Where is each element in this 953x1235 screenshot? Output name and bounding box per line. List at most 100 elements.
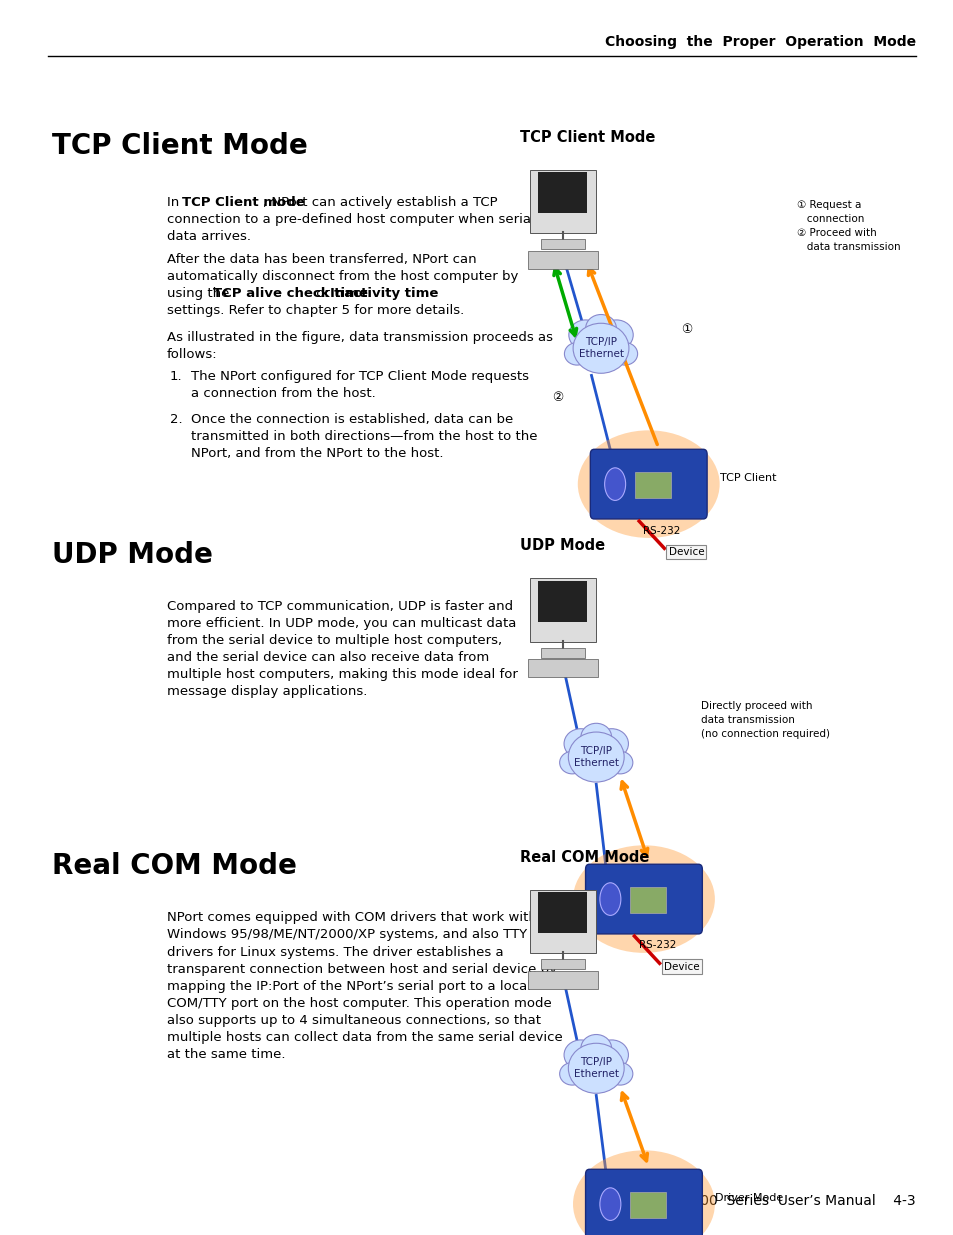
Text: TCP Client: TCP Client <box>720 473 776 483</box>
FancyBboxPatch shape <box>540 648 584 658</box>
FancyBboxPatch shape <box>540 960 584 969</box>
Text: In: In <box>167 196 183 210</box>
FancyBboxPatch shape <box>537 580 587 622</box>
FancyBboxPatch shape <box>537 892 587 934</box>
Ellipse shape <box>568 1044 623 1093</box>
Text: Device: Device <box>668 547 703 557</box>
Text: connection to a pre-defined host computer when serial: connection to a pre-defined host compute… <box>167 214 534 226</box>
FancyBboxPatch shape <box>527 251 598 269</box>
Text: The NPort configured for TCP Client Mode requests: The NPort configured for TCP Client Mode… <box>191 370 528 383</box>
Text: settings. Refer to chapter 5 for more details.: settings. Refer to chapter 5 for more de… <box>167 304 464 316</box>
FancyBboxPatch shape <box>529 889 596 953</box>
Text: RS-232: RS-232 <box>638 941 676 951</box>
FancyBboxPatch shape <box>635 472 670 499</box>
Ellipse shape <box>595 729 628 758</box>
FancyBboxPatch shape <box>540 240 584 249</box>
Text: Compared to TCP communication, UDP is faster and: Compared to TCP communication, UDP is fa… <box>167 600 513 614</box>
Ellipse shape <box>564 342 589 366</box>
Text: Device: Device <box>663 962 699 972</box>
Ellipse shape <box>599 1188 620 1220</box>
Ellipse shape <box>580 1035 611 1062</box>
Text: TCP alive check time: TCP alive check time <box>213 287 367 300</box>
Text: 2.: 2. <box>170 412 182 426</box>
Text: also supports up to 4 simultaneous connections, so that: also supports up to 4 simultaneous conne… <box>167 1014 540 1026</box>
Text: NPort comes equipped with COM drivers that work with: NPort comes equipped with COM drivers th… <box>167 911 537 925</box>
FancyBboxPatch shape <box>537 172 587 214</box>
Text: TCP Client Mode: TCP Client Mode <box>52 132 308 161</box>
Ellipse shape <box>578 430 719 538</box>
Text: UDP Mode: UDP Mode <box>52 541 213 569</box>
Text: Directly proceed with
data transmission
(no connection required): Directly proceed with data transmission … <box>700 701 829 740</box>
Text: follows:: follows: <box>167 348 217 361</box>
Text: from the serial device to multiple host computers,: from the serial device to multiple host … <box>167 635 501 647</box>
Text: transparent connection between host and serial device by: transparent connection between host and … <box>167 962 557 976</box>
Ellipse shape <box>573 1150 714 1235</box>
Text: TCP/IP
Ethernet: TCP/IP Ethernet <box>578 337 623 359</box>
FancyBboxPatch shape <box>527 971 598 989</box>
Text: TCP Client mode: TCP Client mode <box>182 196 305 210</box>
Text: a connection from the host.: a connection from the host. <box>191 388 375 400</box>
Ellipse shape <box>604 468 625 500</box>
Text: multiple hosts can collect data from the same serial device: multiple hosts can collect data from the… <box>167 1031 562 1044</box>
Text: using the: using the <box>167 287 233 300</box>
Ellipse shape <box>599 320 633 350</box>
Text: data arrives.: data arrives. <box>167 231 251 243</box>
Text: TCP Client Mode: TCP Client Mode <box>519 130 655 144</box>
Ellipse shape <box>568 732 623 782</box>
Ellipse shape <box>559 1062 584 1086</box>
Ellipse shape <box>559 751 584 774</box>
Ellipse shape <box>607 751 632 774</box>
Text: After the data has been transferred, NPort can: After the data has been transferred, NPo… <box>167 253 476 266</box>
Ellipse shape <box>599 883 620 915</box>
Text: Real COM Mode: Real COM Mode <box>52 852 297 881</box>
Ellipse shape <box>607 1062 632 1086</box>
Text: Once the connection is established, data can be: Once the connection is established, data… <box>191 412 513 426</box>
FancyBboxPatch shape <box>585 864 701 934</box>
Text: As illustrated in the figure, data transmission proceeds as: As illustrated in the figure, data trans… <box>167 331 553 345</box>
Text: , NPort can actively establish a TCP: , NPort can actively establish a TCP <box>263 196 497 210</box>
Text: transmitted in both directions—from the host to the: transmitted in both directions—from the … <box>191 430 537 443</box>
FancyBboxPatch shape <box>590 450 706 519</box>
Text: COM/TTY port on the host computer. This operation mode: COM/TTY port on the host computer. This … <box>167 997 551 1010</box>
Ellipse shape <box>612 342 637 366</box>
Ellipse shape <box>573 845 714 953</box>
Text: ① Request a
   connection
② Proceed with
   data transmission: ① Request a connection ② Proceed with da… <box>796 200 900 252</box>
Text: more efficient. In UDP mode, you can multicast data: more efficient. In UDP mode, you can mul… <box>167 618 516 630</box>
Text: TCP/IP
Ethernet: TCP/IP Ethernet <box>573 1057 618 1079</box>
Text: COM3=IP Port: COM3=IP Port <box>610 909 683 919</box>
Ellipse shape <box>580 724 611 751</box>
Text: 1.: 1. <box>170 370 182 383</box>
Ellipse shape <box>568 320 601 350</box>
Ellipse shape <box>573 324 628 373</box>
FancyBboxPatch shape <box>527 659 598 678</box>
Text: RS-232: RS-232 <box>642 526 680 536</box>
Text: and the serial device can also receive data from: and the serial device can also receive d… <box>167 651 489 664</box>
Text: Windows 95/98/ME/NT/2000/XP systems, and also TTY: Windows 95/98/ME/NT/2000/XP systems, and… <box>167 929 526 941</box>
Text: NPort  5400  Series  User’s Manual    4-3: NPort 5400 Series User’s Manual 4-3 <box>636 1194 915 1208</box>
Ellipse shape <box>585 315 616 342</box>
Text: Choosing  the  Proper  Operation  Mode: Choosing the Proper Operation Mode <box>604 35 915 48</box>
Text: automatically disconnect from the host computer by: automatically disconnect from the host c… <box>167 269 517 283</box>
Text: TCP/IP
Ethernet: TCP/IP Ethernet <box>573 746 618 768</box>
FancyBboxPatch shape <box>585 1170 701 1235</box>
Text: UDP Mode: UDP Mode <box>519 538 604 553</box>
Text: or: or <box>312 287 334 300</box>
FancyBboxPatch shape <box>529 169 596 233</box>
Text: Driver Mode: Driver Mode <box>715 1193 783 1203</box>
Ellipse shape <box>563 729 597 758</box>
Text: NPort, and from the NPort to the host.: NPort, and from the NPort to the host. <box>191 447 443 459</box>
Text: at the same time.: at the same time. <box>167 1047 285 1061</box>
Text: message display applications.: message display applications. <box>167 685 367 699</box>
Text: drivers for Linux systems. The driver establishes a: drivers for Linux systems. The driver es… <box>167 946 503 958</box>
FancyBboxPatch shape <box>529 578 596 642</box>
Text: mapping the IP:Port of the NPort’s serial port to a local: mapping the IP:Port of the NPort’s seria… <box>167 979 531 993</box>
Text: ②: ② <box>552 391 563 404</box>
FancyBboxPatch shape <box>630 1192 665 1219</box>
Ellipse shape <box>563 1040 597 1070</box>
FancyBboxPatch shape <box>630 887 665 914</box>
Ellipse shape <box>595 1040 628 1070</box>
Text: Inactivity time: Inactivity time <box>330 287 438 300</box>
Text: multiple host computers, making this mode ideal for: multiple host computers, making this mod… <box>167 668 517 682</box>
Text: ①: ① <box>680 324 692 336</box>
Text: Real COM Mode: Real COM Mode <box>519 850 649 864</box>
